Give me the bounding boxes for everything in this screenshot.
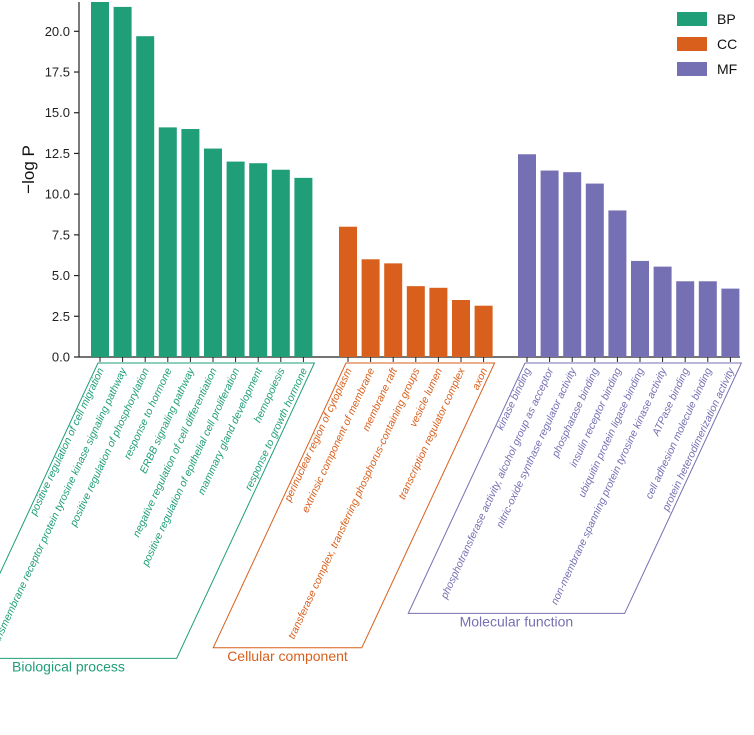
category-label: transmembrane receptor protein tyrosine … [0,366,130,652]
bar-mf [676,281,695,357]
legend: BP CC MF [677,11,737,77]
legend-label-mf: MF [717,61,737,77]
group-brackets-layer: Biological process Cellular component Mole… [0,362,743,674]
bar-bp [226,161,245,357]
legend-swatch-bp [677,12,707,26]
category-label: phosphotransferase activity, alcohol gro… [438,366,556,602]
bar-cc [474,305,493,357]
bar-bp [181,129,200,357]
bar-cc [406,286,425,357]
legend-label-bp: BP [717,11,736,27]
group-label-bp: Biological process [12,658,125,674]
group-label-cc: Cellular component [227,648,348,664]
group-bracket-cc [212,362,496,649]
y-axis-label: −log P [19,145,38,194]
bar-cc [361,259,380,357]
legend-swatch-mf [677,62,707,76]
group-bracket-mf [407,362,743,614]
bar-mf [698,281,717,357]
bar-mf [518,154,536,357]
bar-bp [158,127,177,357]
y-tick-label: 5.0 [52,268,70,283]
bar-mf [563,172,582,357]
bar-bp [294,177,313,357]
bar-mf [585,183,604,357]
bar-mf [653,266,672,357]
legend-label-cc: CC [717,36,737,52]
y-tick-label: 2.5 [52,309,70,324]
y-tick-label: 7.5 [52,227,70,242]
bar-cc [339,226,357,357]
y-tick-label: 12.5 [45,146,70,161]
bar-cc [452,300,470,357]
bar-mf [721,288,740,357]
bar-mf [608,210,627,357]
bar-cc [429,287,448,357]
group-bracket-bp [0,362,316,659]
y-tick-label: 17.5 [45,65,70,80]
bar-bp [204,148,222,357]
bar-bp [271,169,290,357]
y-tick-label: 0.0 [52,350,70,365]
legend-swatch-cc [677,37,707,51]
bar-bp [113,6,132,358]
bar-cc [384,263,403,357]
y-tick-label: 15.0 [45,105,70,120]
bar-bp [136,36,155,358]
y-tick-label: 20.0 [45,24,70,39]
bar-bp [249,163,268,357]
bar-bp [91,2,109,357]
bar-mf [631,260,649,357]
group-label-mf: Molecular function [460,613,574,629]
y-tick-label: 10.0 [45,187,70,202]
bar-mf [540,170,559,357]
bars-layer [91,2,740,358]
